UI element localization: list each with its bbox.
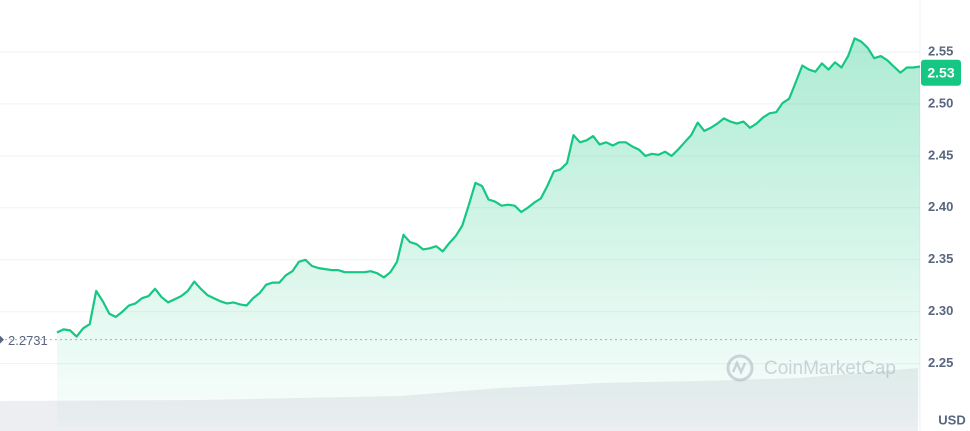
watermark: CoinMarketCap bbox=[726, 354, 896, 382]
watermark-text: CoinMarketCap bbox=[764, 358, 896, 379]
plot: 2.25 2.30 2.35 2.40 2.45 2.50 2.55 2.2731 bbox=[0, 37, 953, 427]
reference-label: 2.2731 bbox=[8, 333, 48, 348]
reference-marker bbox=[0, 335, 4, 344]
price-badge-label: 2.53 bbox=[927, 64, 954, 80]
price-line bbox=[56, 37, 921, 338]
y-tick-label: 2.30 bbox=[928, 303, 953, 318]
y-tick-label: 2.50 bbox=[928, 95, 953, 110]
price-area bbox=[57, 38, 920, 427]
y-tick-label: 2.35 bbox=[928, 251, 953, 266]
y-tick-label: 2.40 bbox=[928, 199, 953, 214]
y-tick-label: 2.55 bbox=[928, 43, 953, 58]
price-badge bbox=[921, 59, 961, 86]
y-tick-label: 2.45 bbox=[928, 147, 953, 162]
y-tick-label: 2.25 bbox=[928, 355, 953, 370]
currency-label: USD bbox=[938, 412, 965, 427]
